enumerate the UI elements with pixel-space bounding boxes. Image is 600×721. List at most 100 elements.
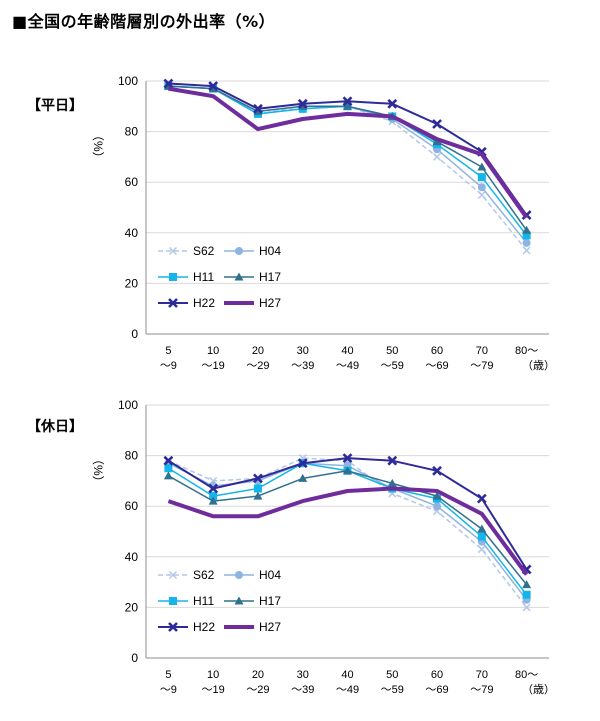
x-tick-label-range: ～39: [291, 360, 314, 372]
data-point: [432, 119, 442, 129]
legend-label: H11: [193, 270, 214, 284]
x-tick-label-range: ～19: [202, 684, 225, 696]
data-point: [477, 190, 486, 199]
data-point: [432, 465, 442, 476]
data-point: [253, 473, 263, 484]
data-point: [433, 152, 442, 161]
panel-label-weekday: 【平日】: [27, 98, 83, 114]
legend-label: S62: [193, 568, 215, 582]
data-point: [387, 455, 398, 466]
legend-item: H11: [158, 270, 214, 284]
data-point: [477, 524, 487, 533]
data-point: [253, 491, 263, 500]
series-S62: [164, 454, 531, 612]
legend-label: H27: [259, 296, 281, 310]
data-point: [477, 532, 486, 541]
y-tick-label: 0: [131, 651, 138, 665]
series-line: [168, 86, 529, 219]
x-tick-label: 5: [165, 345, 171, 357]
series-line: [168, 470, 528, 586]
series-line: [168, 462, 528, 596]
legend-item: H11: [158, 594, 214, 608]
legend-label: H04: [259, 244, 281, 258]
legend-label: H22: [193, 296, 215, 310]
data-point: [234, 272, 244, 281]
data-point: [164, 464, 173, 473]
x-tick-label: 80～: [515, 669, 538, 681]
x-tick-label-range: ～49: [336, 684, 359, 696]
data-point: [522, 580, 532, 589]
y-axis-label: （%）: [91, 453, 105, 488]
legend-item: H27: [224, 296, 281, 310]
legend-item: H17: [224, 594, 281, 608]
data-point: [387, 98, 398, 109]
data-point: [522, 225, 532, 234]
x-tick-label-range: ～59: [381, 360, 404, 372]
series-H22: [163, 78, 532, 221]
data-point: [163, 471, 173, 480]
data-point: [168, 298, 178, 308]
x-tick-label-range: ～29: [246, 360, 269, 372]
x-tick-label-range: ～69: [425, 360, 448, 372]
series-H11: [164, 459, 531, 599]
data-point: [253, 103, 263, 114]
data-point: [433, 502, 442, 511]
series-H17: [163, 81, 532, 234]
y-tick-label: 40: [125, 550, 139, 564]
y-axis-label: （%）: [91, 129, 105, 164]
x-tick-label: 60: [431, 345, 443, 357]
data-point: [297, 98, 308, 109]
data-point: [477, 162, 487, 171]
data-point: [432, 491, 442, 500]
legend-label: H04: [259, 568, 281, 582]
data-point: [522, 246, 531, 255]
x-tick-label: 50: [386, 345, 398, 357]
data-point: [168, 570, 178, 580]
x-tick-label-range: ～79: [470, 360, 493, 372]
data-point: [168, 246, 178, 256]
legend-item: H22: [158, 296, 215, 310]
data-point: [477, 183, 486, 192]
data-point: [208, 483, 219, 494]
data-point: [168, 622, 178, 632]
legend-item: S62: [158, 244, 215, 258]
y-tick-label: 80: [125, 125, 139, 139]
series-line: [168, 85, 528, 251]
legend-item: H17: [224, 270, 281, 284]
data-point: [235, 571, 243, 579]
data-point: [169, 597, 177, 605]
y-tick-label: 40: [125, 226, 139, 240]
legend-item: S62: [158, 568, 215, 582]
x-tick-label-range: ～49: [336, 360, 359, 372]
data-point: [163, 455, 174, 466]
x-tick-label: 10: [207, 345, 219, 357]
data-point: [477, 173, 486, 182]
x-tick-label-range: ～19: [202, 360, 225, 372]
data-point: [522, 231, 531, 240]
series-H22: [163, 453, 532, 575]
data-point: [343, 466, 352, 475]
x-tick-label: 20: [252, 345, 264, 357]
y-tick-label: 20: [125, 600, 139, 614]
series-H27: [168, 86, 529, 219]
data-point: [208, 496, 218, 505]
data-point: [169, 273, 177, 281]
data-point: [387, 478, 397, 487]
y-tick-label: 0: [131, 327, 138, 341]
y-tick-label: 20: [125, 276, 139, 290]
x-tick-label: 70: [476, 669, 488, 681]
series-line: [168, 457, 528, 608]
data-point: [343, 101, 352, 110]
data-point: [209, 492, 218, 501]
data-point: [208, 81, 219, 91]
y-tick-label: 100: [118, 74, 138, 88]
x-tick-label: 60: [431, 669, 443, 681]
x-tick-label-range: ～79: [470, 684, 493, 696]
x-tick-label: 50: [386, 669, 398, 681]
x-tick-label: 40: [341, 669, 353, 681]
x-tick-label: 20: [252, 669, 264, 681]
data-point: [235, 247, 243, 255]
data-point: [298, 473, 308, 482]
data-point: [522, 603, 531, 612]
page-title: ■全国の年齢階層別の外出率（%）: [12, 12, 276, 31]
